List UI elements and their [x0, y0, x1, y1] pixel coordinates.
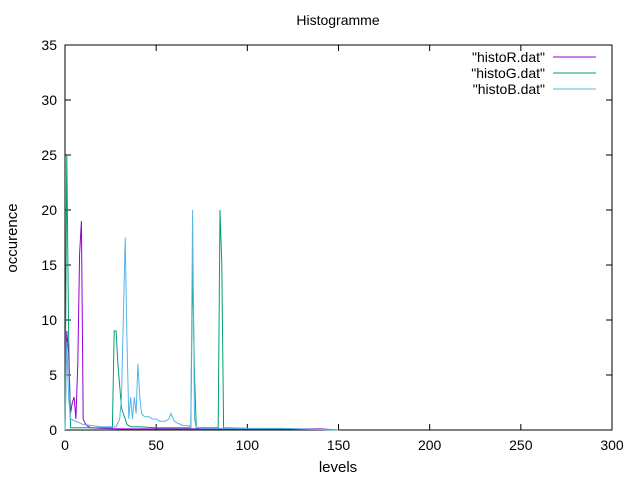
- x-tick-label: 0: [61, 437, 69, 453]
- legend-label: "histoB.dat": [473, 81, 545, 97]
- x-tick-label: 250: [509, 437, 533, 453]
- series-line-1: [64, 220, 339, 431]
- series-line-3: [64, 209, 339, 431]
- y-tick-label: 5: [49, 367, 57, 383]
- legend-label: "histoR.dat": [472, 49, 545, 65]
- chart-title: Histogramme: [296, 12, 379, 28]
- x-tick-label: 50: [148, 437, 164, 453]
- y-tick-label: 25: [41, 147, 57, 163]
- x-axis-label: levels: [319, 459, 357, 476]
- y-axis-label: occurence: [4, 203, 21, 272]
- y-tick-label: 30: [41, 92, 57, 108]
- x-tick-label: 200: [418, 437, 442, 453]
- axis-ticks: 0 50 100 150 200 250 300 0 5 10 15 20 25 30 35: [41, 37, 623, 453]
- x-tick-label: 150: [327, 437, 351, 453]
- y-tick-label: 35: [41, 37, 57, 53]
- x-tick-label: 100: [236, 437, 260, 453]
- x-tick-label: 300: [600, 437, 624, 453]
- y-tick-label: 15: [41, 257, 57, 273]
- y-tick-label: 0: [49, 422, 57, 438]
- legend-label: "histoG.dat": [471, 65, 545, 81]
- series-line-2: [64, 154, 339, 431]
- y-tick-label: 20: [41, 202, 57, 218]
- legend: "histoR.dat""histoG.dat""histoB.dat": [471, 49, 596, 97]
- plot-frame: [64, 44, 613, 431]
- y-tick-label: 10: [41, 312, 57, 328]
- series-lines: [64, 154, 339, 431]
